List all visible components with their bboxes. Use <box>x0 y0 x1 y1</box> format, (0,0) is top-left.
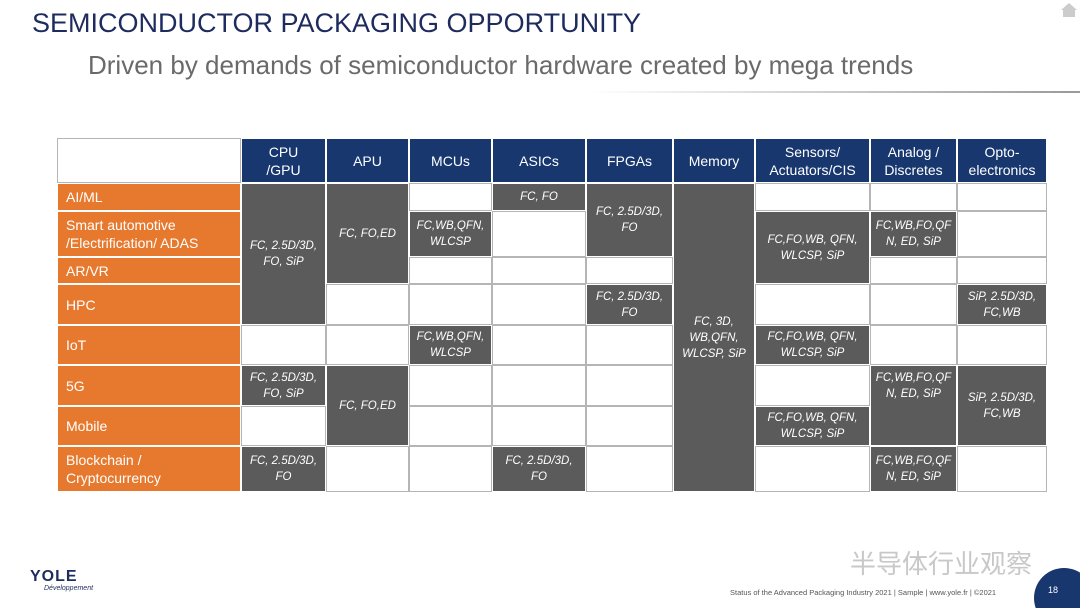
empty-cell <box>586 446 673 492</box>
filled-cell: FC, FO,ED <box>326 365 409 446</box>
column-header: Memory <box>673 138 755 183</box>
empty-cell <box>586 257 673 284</box>
filled-cell: FC, 2.5D/3D, FO <box>586 183 673 257</box>
empty-cell <box>409 446 492 492</box>
source: Status of the Advanced Packaging Industr… <box>730 588 997 597</box>
column-header: Sensors/ Actuators/CIS <box>755 138 870 183</box>
empty-cell <box>755 284 870 325</box>
subtitle: Driven by demands of semiconductor hardw… <box>88 50 914 80</box>
row-header: IoT <box>57 325 241 365</box>
row-header: HPC <box>57 284 241 325</box>
empty-cell <box>492 211 586 257</box>
empty-cell <box>755 446 870 492</box>
column-header: Analog / Discretes <box>870 138 957 183</box>
empty-cell <box>492 284 586 325</box>
filled-cell: FC, FO <box>492 183 586 211</box>
cell-text: FC,WB,FO,QF N, ED, SiP <box>875 371 952 400</box>
empty-cell <box>755 365 870 406</box>
empty-cell <box>586 365 673 406</box>
empty-cell <box>870 325 957 365</box>
column-header: APU <box>326 138 409 183</box>
filled-cell: FC,WB,QFN, WLCSP <box>409 325 492 365</box>
row-header: Smart automotive /Electrification/ ADAS <box>57 211 241 257</box>
empty-cell <box>755 183 870 211</box>
column-header: Opto- electronics <box>957 138 1047 183</box>
empty-cell <box>957 257 1047 284</box>
empty-cell <box>241 406 326 446</box>
divider <box>590 91 1080 93</box>
empty-cell <box>409 284 492 325</box>
empty-cell <box>326 284 409 325</box>
filled-cell: SiP, 2.5D/3D, FC,WB <box>957 365 1047 446</box>
column-header: MCUs <box>409 138 492 183</box>
filled-cell: FC,FO,WB, QFN, WLCSP, SiP <box>755 406 870 446</box>
empty-cell <box>957 211 1047 257</box>
empty-cell <box>957 325 1047 365</box>
row-header: 5G <box>57 365 241 406</box>
empty-cell <box>870 257 957 284</box>
empty-cell <box>492 406 586 446</box>
row-header: AI/ML <box>57 183 241 211</box>
filled-cell: FC, 2.5D/3D, FO <box>492 446 586 492</box>
filled-cell: FC, 2.5D/3D, FO <box>241 446 326 492</box>
filled-cell: FC, 2.5D/3D, FO, SiP <box>241 365 326 406</box>
empty-cell <box>241 325 326 365</box>
filled-cell: SiP, 2.5D/3D, FC,WB <box>957 284 1047 325</box>
empty-cell <box>492 365 586 406</box>
filled-cell <box>870 365 957 446</box>
empty-cell <box>870 183 957 211</box>
home-icon[interactable] <box>1060 2 1078 18</box>
empty-cell <box>957 183 1047 211</box>
empty-cell <box>957 446 1047 492</box>
filled-cell: FC,FO,WB, QFN, WLCSP, SiP <box>755 325 870 365</box>
page-number: 18 <box>1034 568 1080 608</box>
row-header: Mobile <box>57 406 241 446</box>
filled-cell: FC,WB,FO,QF N, ED, SiP <box>870 446 957 492</box>
empty-cell <box>409 365 492 406</box>
filled-cell: FC,WB,FO,QF N, ED, SiP <box>870 211 957 257</box>
empty-cell <box>326 325 409 365</box>
filled-cell: FC, 2.5D/3D, FO <box>586 284 673 325</box>
empty-cell <box>586 406 673 446</box>
title: SEMICONDUCTOR PACKAGING OPPORTUNITY <box>32 8 642 38</box>
header-corner <box>57 138 241 183</box>
column-header: CPU /GPU <box>241 138 326 183</box>
empty-cell <box>326 446 409 492</box>
empty-cell <box>586 325 673 365</box>
watermark: 半导体行业观察 <box>850 549 1033 579</box>
row-header: AR/VR <box>57 257 241 284</box>
empty-cell <box>409 183 492 211</box>
filled-cell: FC, 3D, WB,QFN, WLCSP, SiP <box>673 183 755 492</box>
empty-cell <box>409 257 492 284</box>
empty-cell <box>870 284 957 325</box>
column-header: ASICs <box>492 138 586 183</box>
filled-cell: FC,FO,WB, QFN, WLCSP, SiP <box>755 211 870 284</box>
filled-cell: FC, FO,ED <box>326 183 409 284</box>
logo: YOLE <box>30 568 78 585</box>
filled-cell: FC, 2.5D/3D, FO, SiP <box>241 183 326 325</box>
empty-cell <box>409 406 492 446</box>
empty-cell <box>492 325 586 365</box>
column-header: FPGAs <box>586 138 673 183</box>
empty-cell <box>492 257 586 284</box>
filled-cell: FC,WB,QFN, WLCSP <box>409 211 492 257</box>
row-header: Blockchain / Cryptocurrency <box>57 446 241 492</box>
logo-sub: Développement <box>44 585 94 592</box>
